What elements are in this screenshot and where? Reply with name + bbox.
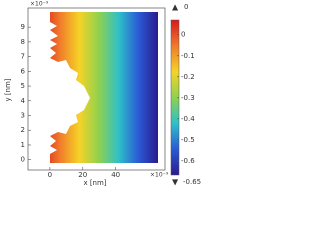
- x-tick-label: 40: [111, 171, 120, 179]
- y-tick-label: 1: [21, 141, 25, 149]
- y-tick-label: 6: [21, 67, 26, 75]
- colorbar-tick-label: -0.5: [181, 136, 195, 144]
- y-tick-label: 7: [21, 53, 25, 61]
- colorbar-tick-label: -0.6: [181, 157, 195, 165]
- y-multiplier: ×10⁻⁹: [30, 1, 49, 8]
- y-tick-label: 5: [21, 82, 25, 90]
- min-arrow: ▼: [172, 178, 179, 187]
- y-tick-label: 2: [21, 126, 25, 134]
- y-tick-label: 8: [21, 38, 25, 46]
- y-axis-label: y [nm]: [4, 78, 12, 101]
- y-tick-label: 9: [21, 23, 25, 31]
- x-multiplier: ×10⁻⁹: [150, 172, 169, 179]
- colorbar-tick-label: -0.2: [181, 73, 195, 81]
- x-axis-label: x [nm]: [83, 179, 106, 187]
- plot-frame: [27, 7, 166, 171]
- y-tick-label: 0: [21, 156, 25, 164]
- max-label: 0: [184, 3, 188, 11]
- max-arrow: ▲: [172, 3, 179, 12]
- x-tick-label: 20: [78, 171, 87, 179]
- colorbar-tick-label: -0.4: [181, 115, 195, 123]
- colorbar-tick-label: 0: [181, 31, 185, 39]
- min-label: -0.65: [183, 178, 201, 186]
- colorbar-tick-label: -0.3: [181, 94, 195, 102]
- y-tick-label: 3: [21, 112, 25, 120]
- colorbar-tick-label: -0.1: [181, 52, 195, 60]
- y-tick-label: 4: [21, 97, 26, 105]
- colorbar: [170, 19, 180, 176]
- surface: [50, 12, 158, 163]
- x-tick-label: 0: [48, 171, 52, 179]
